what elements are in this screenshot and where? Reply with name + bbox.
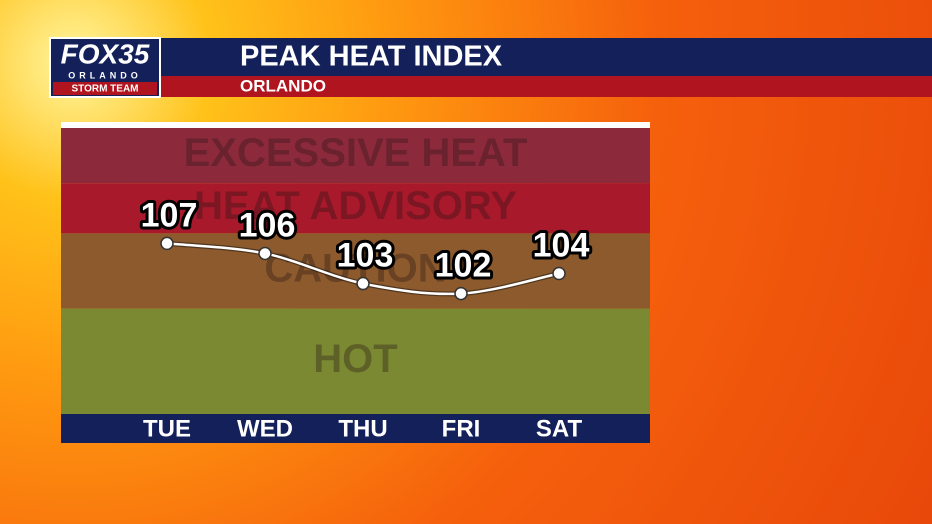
title-bar [50,38,932,76]
band-label: EXCESSIVE HEAT [184,131,528,175]
plot-top-border [61,122,650,128]
x-tick-label: WED [237,415,293,442]
x-tick-label: SAT [536,415,583,442]
chart-title: PEAK HEAT INDEX [240,41,503,73]
logo-network: FOX35 [61,38,150,69]
heat-band [61,183,650,234]
heat-band [61,308,650,414]
value-label: 102 [435,247,492,285]
logo-team-bar [53,82,157,95]
band-label: HEAT ADVISORY [194,184,517,228]
chart-subtitle: ORLANDO [240,76,326,95]
subtitle-bar [160,76,932,97]
value-label: 107 [141,196,198,234]
value-label: 103 [337,237,394,275]
heat-band [61,233,650,309]
value-label: 106 [239,206,296,244]
value-label: 104 [533,226,590,264]
category-bar [61,414,650,443]
heat-band [61,128,650,184]
x-tick-label: THU [338,415,387,442]
x-tick-label: FRI [442,415,481,442]
point [356,276,370,291]
x-tick-label: TUE [143,415,191,442]
band-label: HOT [313,337,397,381]
point [160,236,174,251]
point [258,246,272,261]
point [454,286,468,301]
point [552,266,566,281]
logo-city: ORLANDO [68,70,142,80]
logo-team: STORM TEAM [71,84,138,95]
